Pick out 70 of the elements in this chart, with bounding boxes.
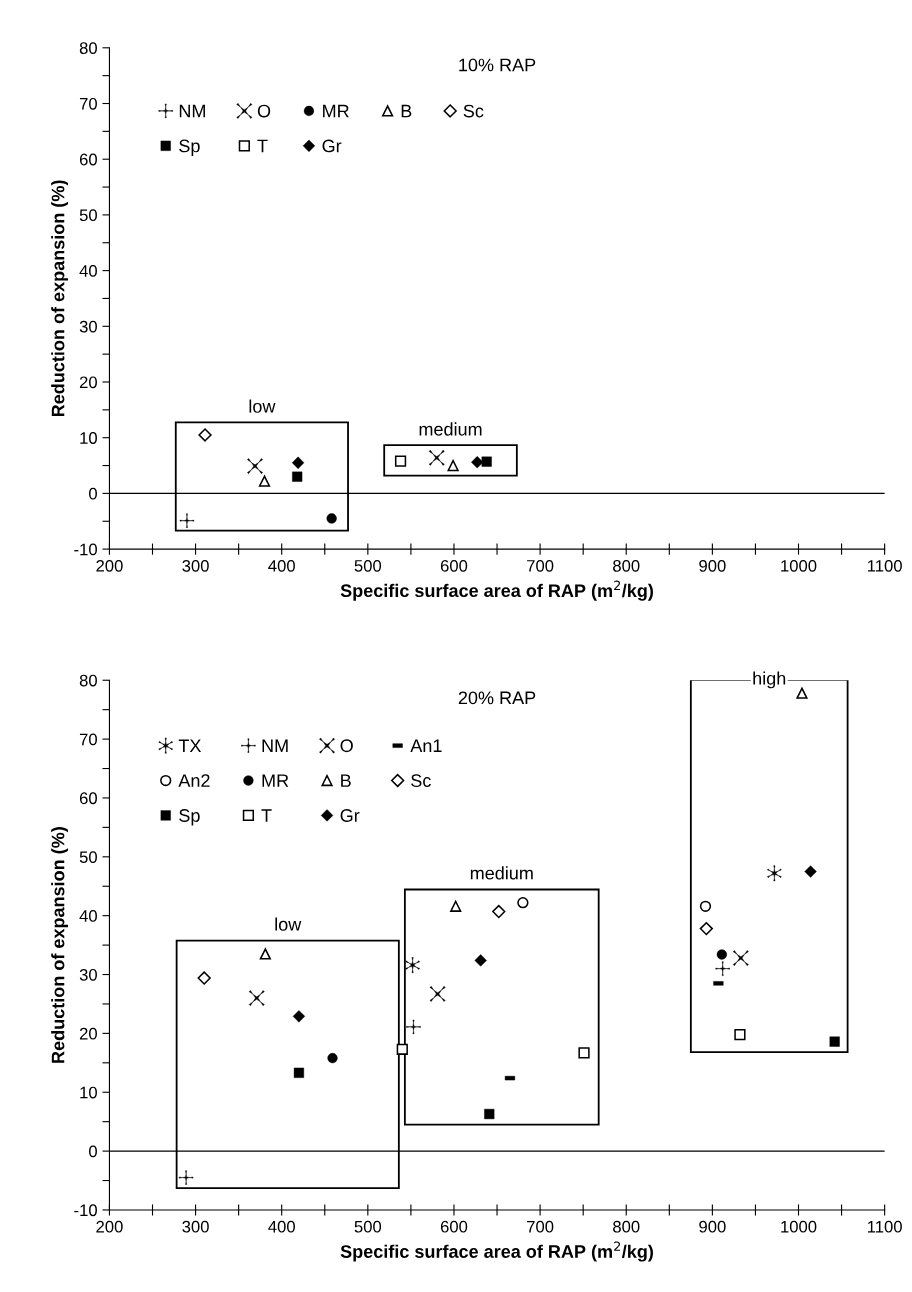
y-tick-label: 60 xyxy=(79,153,97,166)
legend-label: Gr xyxy=(340,809,360,822)
band-label: medium xyxy=(419,422,482,436)
legend-label: O xyxy=(340,739,353,753)
x-tick-label: 200 xyxy=(96,1220,123,1233)
y-tick-label: 10 xyxy=(80,1086,97,1099)
legend-label: An2 xyxy=(178,774,210,787)
legend-label: TX xyxy=(178,739,202,752)
y-tick-label: 30 xyxy=(79,320,97,333)
y-tick-label: 10 xyxy=(80,432,97,444)
y-tick-label: 80 xyxy=(79,42,97,55)
legend-label: An1 xyxy=(410,739,442,752)
x-tick-label: 500 xyxy=(354,1220,382,1233)
x-tick-label: 600 xyxy=(440,559,468,572)
y-tick-label: 60 xyxy=(79,792,97,805)
y-tick-label: 0 xyxy=(89,1145,97,1158)
legend-label: B xyxy=(341,774,351,787)
band-label: low xyxy=(249,399,276,413)
y-tick-label: 30 xyxy=(79,968,97,981)
x-tick-label: 400 xyxy=(268,559,295,572)
legend-label: Sc xyxy=(411,774,431,788)
x-tick-label: 400 xyxy=(268,1220,295,1233)
x-axis-title: Specific surface area of RAP (m$^{2}$/kg) xyxy=(340,1241,653,1262)
y-axis-title: Reduction of expansion (%) xyxy=(51,180,68,417)
y-tick-label: 70 xyxy=(79,733,97,746)
legend-label: O xyxy=(257,104,271,118)
y-tick-label: 40 xyxy=(79,910,97,922)
chart-title: 20% RAP xyxy=(458,691,536,705)
legend-label: T xyxy=(261,809,272,822)
x-tick-label: 1100 xyxy=(867,1220,902,1233)
x-tick-label: 1000 xyxy=(781,559,817,572)
legend-label: NM xyxy=(262,739,288,752)
y-tick-label: 50 xyxy=(79,209,97,222)
y-tick-label: -10 xyxy=(74,1204,97,1217)
legend-label: Gr xyxy=(322,139,342,153)
legend-label: T xyxy=(257,139,268,153)
x-tick-label: 900 xyxy=(699,1220,726,1233)
x-tick-label: 300 xyxy=(182,1220,209,1233)
x-tick-label: 500 xyxy=(354,559,382,572)
band-label: high xyxy=(753,671,786,689)
x-tick-label: 900 xyxy=(699,559,726,572)
x-tick-label: 700 xyxy=(527,559,554,572)
legend-label: MR xyxy=(323,104,349,118)
x-tick-label: 800 xyxy=(613,1220,640,1233)
x-axis-title: Specific surface area of RAP (m$^{2}$/kg) xyxy=(340,580,653,601)
y-tick-label: 50 xyxy=(79,851,97,864)
x-tick-label: 300 xyxy=(182,559,209,572)
x-tick-label: 200 xyxy=(96,559,123,572)
legend-label: MR xyxy=(262,774,289,787)
x-tick-label: 800 xyxy=(613,559,640,572)
legend-label: Sp xyxy=(179,809,200,826)
x-tick-label: 1000 xyxy=(781,1220,817,1233)
y-axis-title: Reduction of expansion (%) xyxy=(51,827,68,1063)
band-label: medium xyxy=(470,866,533,880)
y-tick-label: 0 xyxy=(89,487,97,500)
y-tick-label: 20 xyxy=(79,376,97,389)
legend-label: NM xyxy=(179,104,205,118)
y-tick-label: 40 xyxy=(79,265,97,277)
x-tick-label: 600 xyxy=(440,1220,468,1233)
y-tick-label: 20 xyxy=(79,1027,97,1040)
chart-title: 10% RAP xyxy=(459,58,536,72)
legend-label: B xyxy=(401,104,412,118)
band-label: low xyxy=(275,917,302,931)
y-tick-label: 70 xyxy=(79,97,97,110)
y-tick-label: 80 xyxy=(79,674,97,687)
legend-label: Sc xyxy=(463,104,484,118)
x-tick-label: 1100 xyxy=(867,559,902,572)
x-tick-label: 700 xyxy=(527,1220,554,1233)
legend-label: Sp xyxy=(179,139,200,156)
y-tick-label: -10 xyxy=(74,543,97,556)
